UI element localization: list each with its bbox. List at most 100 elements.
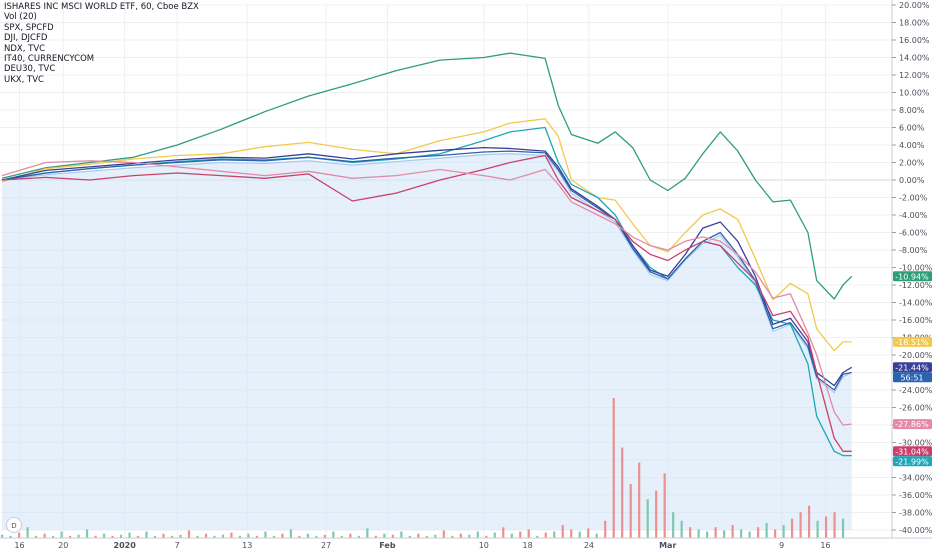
volume-bar	[85, 529, 89, 538]
volume-bar	[383, 533, 386, 538]
price-tick-label: 8.00%	[899, 106, 925, 115]
volume-bar	[68, 535, 72, 538]
series-value-label-bg	[893, 456, 932, 467]
volume-bar	[697, 529, 700, 538]
price-tick-label: 2.00%	[899, 159, 925, 168]
price-tick-label: -10.00%	[899, 264, 932, 273]
volume-bar	[221, 534, 225, 538]
price-tick-label: 20.00%	[899, 1, 930, 10]
volume-bar	[357, 535, 360, 538]
volume-bar	[655, 490, 658, 538]
volume-bar	[400, 531, 403, 538]
legend-entry-main[interactable]: ISHARES INC MSCI WORLD ETF, 60, Cboe BZX	[4, 2, 199, 12]
volume-bar	[34, 535, 38, 538]
volume-bar	[621, 447, 624, 538]
volume-bar	[578, 531, 581, 538]
volume-bar	[748, 531, 751, 538]
legend-entry-spx[interactable]: SPX, SPCFD	[4, 22, 54, 33]
volume-bar	[731, 525, 734, 538]
time-tick-label: 16	[14, 541, 24, 550]
volume-bar	[306, 533, 310, 538]
volume-bar	[765, 522, 768, 538]
volume-bar	[612, 398, 615, 538]
volume-bar	[595, 533, 598, 538]
volume-bar	[391, 534, 394, 538]
volume-bar	[740, 529, 743, 538]
volume-bar	[417, 533, 420, 538]
volume-bar	[119, 534, 123, 538]
volume-bar	[510, 533, 513, 538]
legend-entry-ndx[interactable]: NDX, TVC	[4, 43, 46, 54]
series-line	[1, 52, 853, 300]
volume-bar	[425, 535, 428, 538]
volume-bar	[323, 534, 326, 538]
volume-bar	[459, 533, 462, 538]
volume-bar	[247, 533, 250, 538]
series-value-label-bg	[893, 446, 932, 457]
time-axis-bg	[0, 538, 932, 550]
legend-entry-deu30[interactable]: DEU30, TVC	[4, 64, 56, 75]
series-value-label-bg	[893, 336, 932, 347]
series-line	[1, 154, 852, 452]
series-value-label-text: -10.94%	[895, 272, 929, 281]
volume-bar	[799, 512, 802, 538]
price-tick-label: 14.00%	[899, 54, 930, 63]
series-line	[1, 126, 852, 457]
volume-bar	[366, 528, 369, 538]
volume-bar	[816, 520, 819, 538]
time-tick-label: 27	[321, 541, 331, 550]
series-value-label-bg	[893, 419, 932, 430]
series-value-label: -10.94%	[893, 271, 932, 282]
price-tick-label: -40.00%	[899, 526, 932, 535]
price-tick-label: 16.00%	[899, 36, 930, 45]
price-tick-label: 18.00%	[899, 19, 930, 28]
price-tick-label: -36.00%	[899, 491, 932, 500]
volume-bar	[77, 534, 80, 538]
volume-bar	[604, 520, 607, 538]
series-value-label: -21.99%	[893, 456, 932, 467]
price-tick-label: 6.00%	[899, 124, 925, 133]
price-tick-label: 12.00%	[899, 71, 930, 80]
volume-bar	[204, 533, 208, 538]
volume-bar	[349, 533, 352, 538]
price-tick-label: -14.00%	[899, 299, 932, 308]
legend-entry-it40[interactable]: IT40, CURRENCYCOM	[4, 54, 95, 65]
volume-bar	[774, 529, 777, 538]
volume-bar	[833, 512, 836, 538]
price-tick-label: -12.00%	[899, 281, 932, 290]
legend-entry-dji[interactable]: DJI, DJCFD	[4, 33, 48, 44]
volume-bar	[26, 527, 29, 538]
series-value-label-text: -18.51%	[895, 338, 929, 347]
time-axis: 16 20 2020 7 13 27 Feb 10 18 24 Mar 9 16	[0, 537, 932, 550]
volume-bar	[51, 535, 55, 538]
volume-bar	[136, 535, 140, 538]
series-value-label-bg	[893, 362, 932, 373]
volume-bar	[570, 529, 573, 538]
legend-entry-volume[interactable]: Vol (20)	[4, 12, 37, 23]
series-value-label: -27.86%	[893, 419, 932, 430]
area-fill	[2, 153, 852, 530]
volume-bar	[527, 529, 530, 538]
volume-bar	[782, 525, 785, 538]
time-tick-label: 18	[523, 541, 533, 550]
volume-bar	[111, 535, 114, 538]
volume-bar	[451, 535, 454, 538]
volume-bar	[238, 535, 242, 538]
volume-bar	[60, 531, 63, 538]
price-tick-label: -6.00%	[899, 229, 928, 238]
series-value-label: -31.04%	[893, 446, 932, 457]
volume-bar	[706, 531, 709, 538]
volume-bar	[153, 535, 157, 538]
volume-bar	[17, 532, 21, 538]
volume-bar	[519, 531, 522, 538]
volume-bar	[723, 530, 726, 538]
volume-bar	[43, 533, 46, 538]
volume-bar	[824, 516, 828, 538]
volume-bar	[102, 533, 106, 538]
legend-entry-ukx[interactable]: UKX, TVC	[4, 74, 44, 85]
data-window-icon[interactable]: D	[6, 517, 22, 533]
volume-bar	[442, 530, 445, 538]
series-value-label: -18.51%	[893, 336, 932, 347]
series-value-label-text: 56:51	[900, 373, 923, 382]
time-tick-label: 13	[242, 541, 252, 550]
